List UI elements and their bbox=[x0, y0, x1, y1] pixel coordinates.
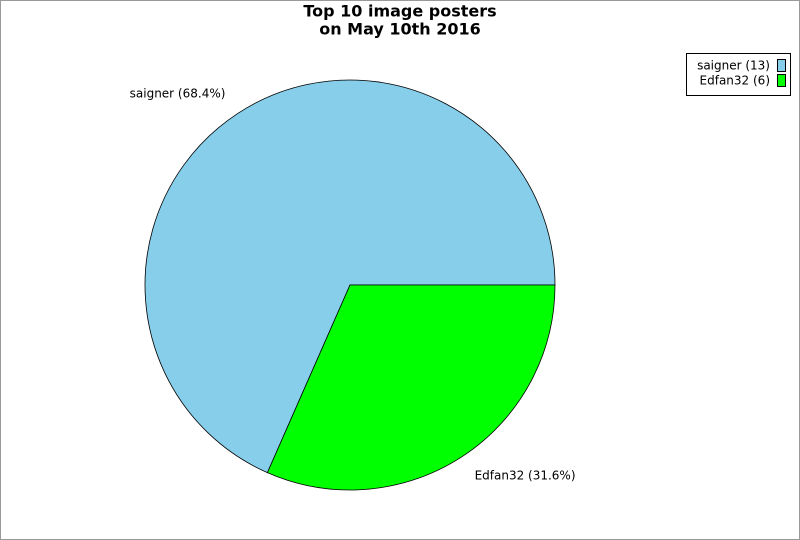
chart-title: Top 10 image posters bbox=[303, 2, 496, 21]
legend-label: Edfan32 (6) bbox=[700, 74, 770, 88]
legend-swatch bbox=[777, 59, 786, 72]
chart-title: on May 10th 2016 bbox=[319, 20, 481, 39]
legend-swatch bbox=[777, 74, 786, 87]
slice-label: Edfan32 (31.6%) bbox=[475, 468, 576, 482]
legend-label: saigner (13) bbox=[697, 59, 770, 73]
slice-label: saigner (68.4%) bbox=[130, 87, 226, 101]
pie-slice bbox=[144, 79, 556, 474]
legend-box bbox=[686, 53, 791, 96]
pie-slice bbox=[266, 284, 556, 491]
